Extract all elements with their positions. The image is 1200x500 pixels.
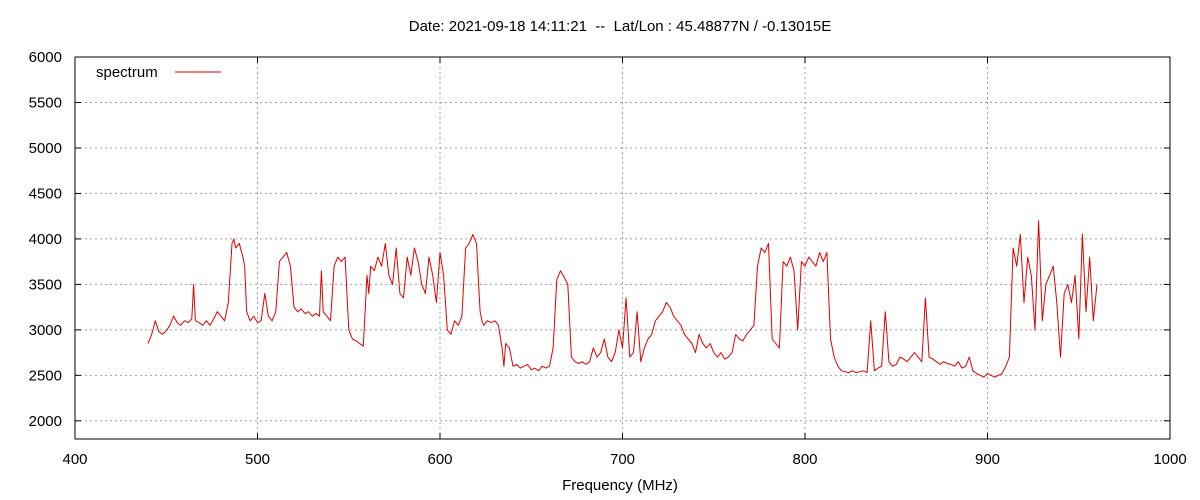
x-tick-label: 700 (610, 451, 635, 468)
x-tick-label: 800 (792, 451, 817, 468)
y-tick-label: 2500 (29, 367, 62, 384)
y-tick-label: 6000 (29, 49, 62, 66)
x-tick-label: 500 (245, 451, 270, 468)
legend: spectrum (96, 64, 221, 81)
x-tick-label: 900 (975, 451, 1000, 468)
y-tick-label: 4500 (29, 185, 62, 202)
y-tick-label: 2000 (29, 413, 62, 430)
y-tick-label: 3500 (29, 276, 62, 293)
y-tick-label: 5500 (29, 94, 62, 111)
x-tick-label: 1000 (1153, 451, 1186, 468)
x-tick-label: 600 (427, 451, 452, 468)
legend-label-spectrum: spectrum (96, 64, 158, 81)
y-tick-label: 3000 (29, 322, 62, 339)
grid-lines (75, 57, 1170, 439)
y-tick-label: 4000 (29, 231, 62, 248)
plot-frame (74, 56, 1171, 440)
series-layer (147, 220, 1098, 378)
x-tick-label: 400 (62, 451, 87, 468)
x-axis-label: Frequency (MHz) (562, 477, 678, 494)
axis-ticks: 400 500 600 700 800 900 1000 2000 2500 3000 3500 40… (29, 49, 1187, 468)
chart-title: Date: 2021-09-18 14:11:21 -- Lat/Lon : 4… (408, 18, 832, 35)
series-line-spectrum (147, 220, 1098, 378)
y-tick-label: 5000 (29, 140, 62, 157)
